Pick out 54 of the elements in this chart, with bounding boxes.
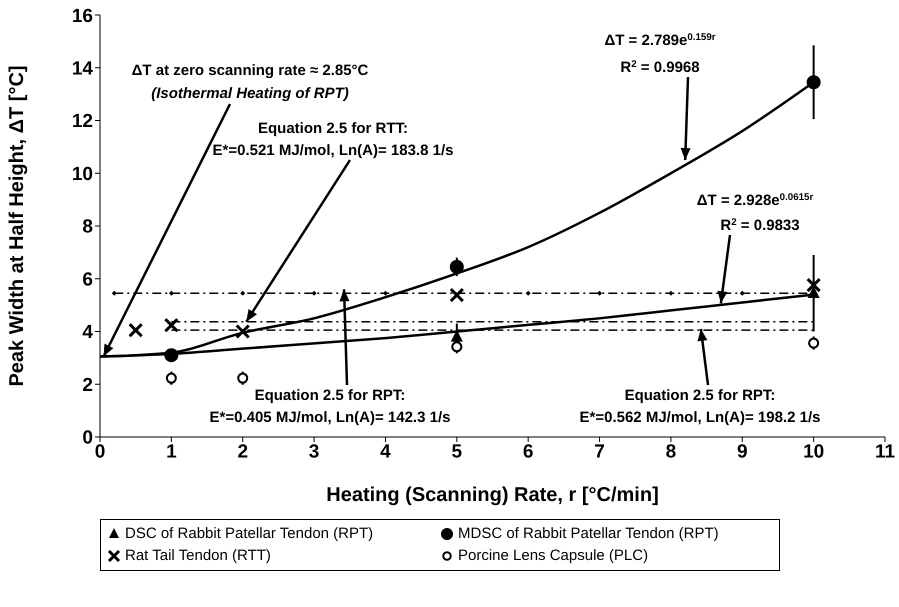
point <box>806 75 821 90</box>
y-tick-label: 12 <box>72 111 93 132</box>
annotation: R$^{2}$ = 0.9968 <box>620 58 700 76</box>
x-tick-label: 11 <box>874 441 896 462</box>
x-tick-label: 3 <box>308 441 320 462</box>
point <box>312 290 317 296</box>
point <box>526 290 531 296</box>
annotation: E*=0.405 MJ/mol, Ln(A)= 142.3 1/s <box>210 409 450 426</box>
y-tick-label: 10 <box>72 164 93 185</box>
point <box>808 338 820 349</box>
annotation: ΔT at zero scanning rate ≈ 2.85°C <box>132 62 369 79</box>
y-tick-label: 0 <box>82 428 93 449</box>
point <box>168 290 174 296</box>
annotation: E*=0.521 MJ/mol, Ln(A)= 183.8 1/s <box>212 142 454 159</box>
x-tick-label: 9 <box>736 441 748 462</box>
x-tick-label: 5 <box>452 441 463 462</box>
x-tick-label: 2 <box>237 441 248 462</box>
y-axis-title: Peak Width at Half Height, ΔT [°C] <box>6 65 28 387</box>
annotation: E*=0.562 MJ/mol, Ln(A)= 198.2 1/s <box>580 409 820 426</box>
y-tick-label: 14 <box>72 58 94 80</box>
point <box>237 372 248 384</box>
point <box>235 324 250 339</box>
x-tick-label: 7 <box>594 441 605 462</box>
y-tick-label: 4 <box>82 322 94 344</box>
point <box>164 318 179 333</box>
x-tick-label: 10 <box>803 441 824 462</box>
x-tick-label: 6 <box>522 441 534 462</box>
x-tick-label: 4 <box>380 441 392 462</box>
annotation: ΔT = 2.928e$^{0.0615r}$ <box>696 192 814 209</box>
point <box>449 288 464 303</box>
legend-label: MDSC of Rabbit Patellar Tendon (RPT) <box>458 524 719 544</box>
point <box>240 290 246 296</box>
annotation: ΔT = 2.789e$^{0.159r}$ <box>604 32 716 49</box>
point <box>597 290 602 296</box>
point <box>128 322 144 338</box>
annotation: Equation 2.5 for RPT: <box>624 387 776 404</box>
point <box>166 372 177 384</box>
legend-label: DSC of Rabbit Patellar Tendon (RPT) <box>125 524 374 544</box>
annotation: Equation 2.5 for RTT: <box>258 120 408 137</box>
point <box>164 348 178 362</box>
y-tick-label: 8 <box>82 216 93 238</box>
legend-label: Rat Tail Tendon (RTT) <box>125 546 271 566</box>
point <box>806 278 822 293</box>
annotation: Equation 2.5 for RPT: <box>254 387 406 404</box>
x-tick-label: 1 <box>166 441 178 462</box>
y-tick-label: 16 <box>72 6 93 27</box>
annotation: (Isothermal Heating of RPT) <box>151 85 349 102</box>
point <box>450 260 464 274</box>
legend-label: Porcine Lens Capsule (PLC) <box>458 546 648 566</box>
y-tick-label: 6 <box>82 269 93 290</box>
y-tick-label: 2 <box>82 374 93 396</box>
x-axis-title: Heating (Scanning) Rate, r [°C/min] <box>326 484 659 506</box>
x-tick-label: 8 <box>666 441 676 462</box>
annotation: R$^{2}$ = 0.9833 <box>720 216 800 234</box>
